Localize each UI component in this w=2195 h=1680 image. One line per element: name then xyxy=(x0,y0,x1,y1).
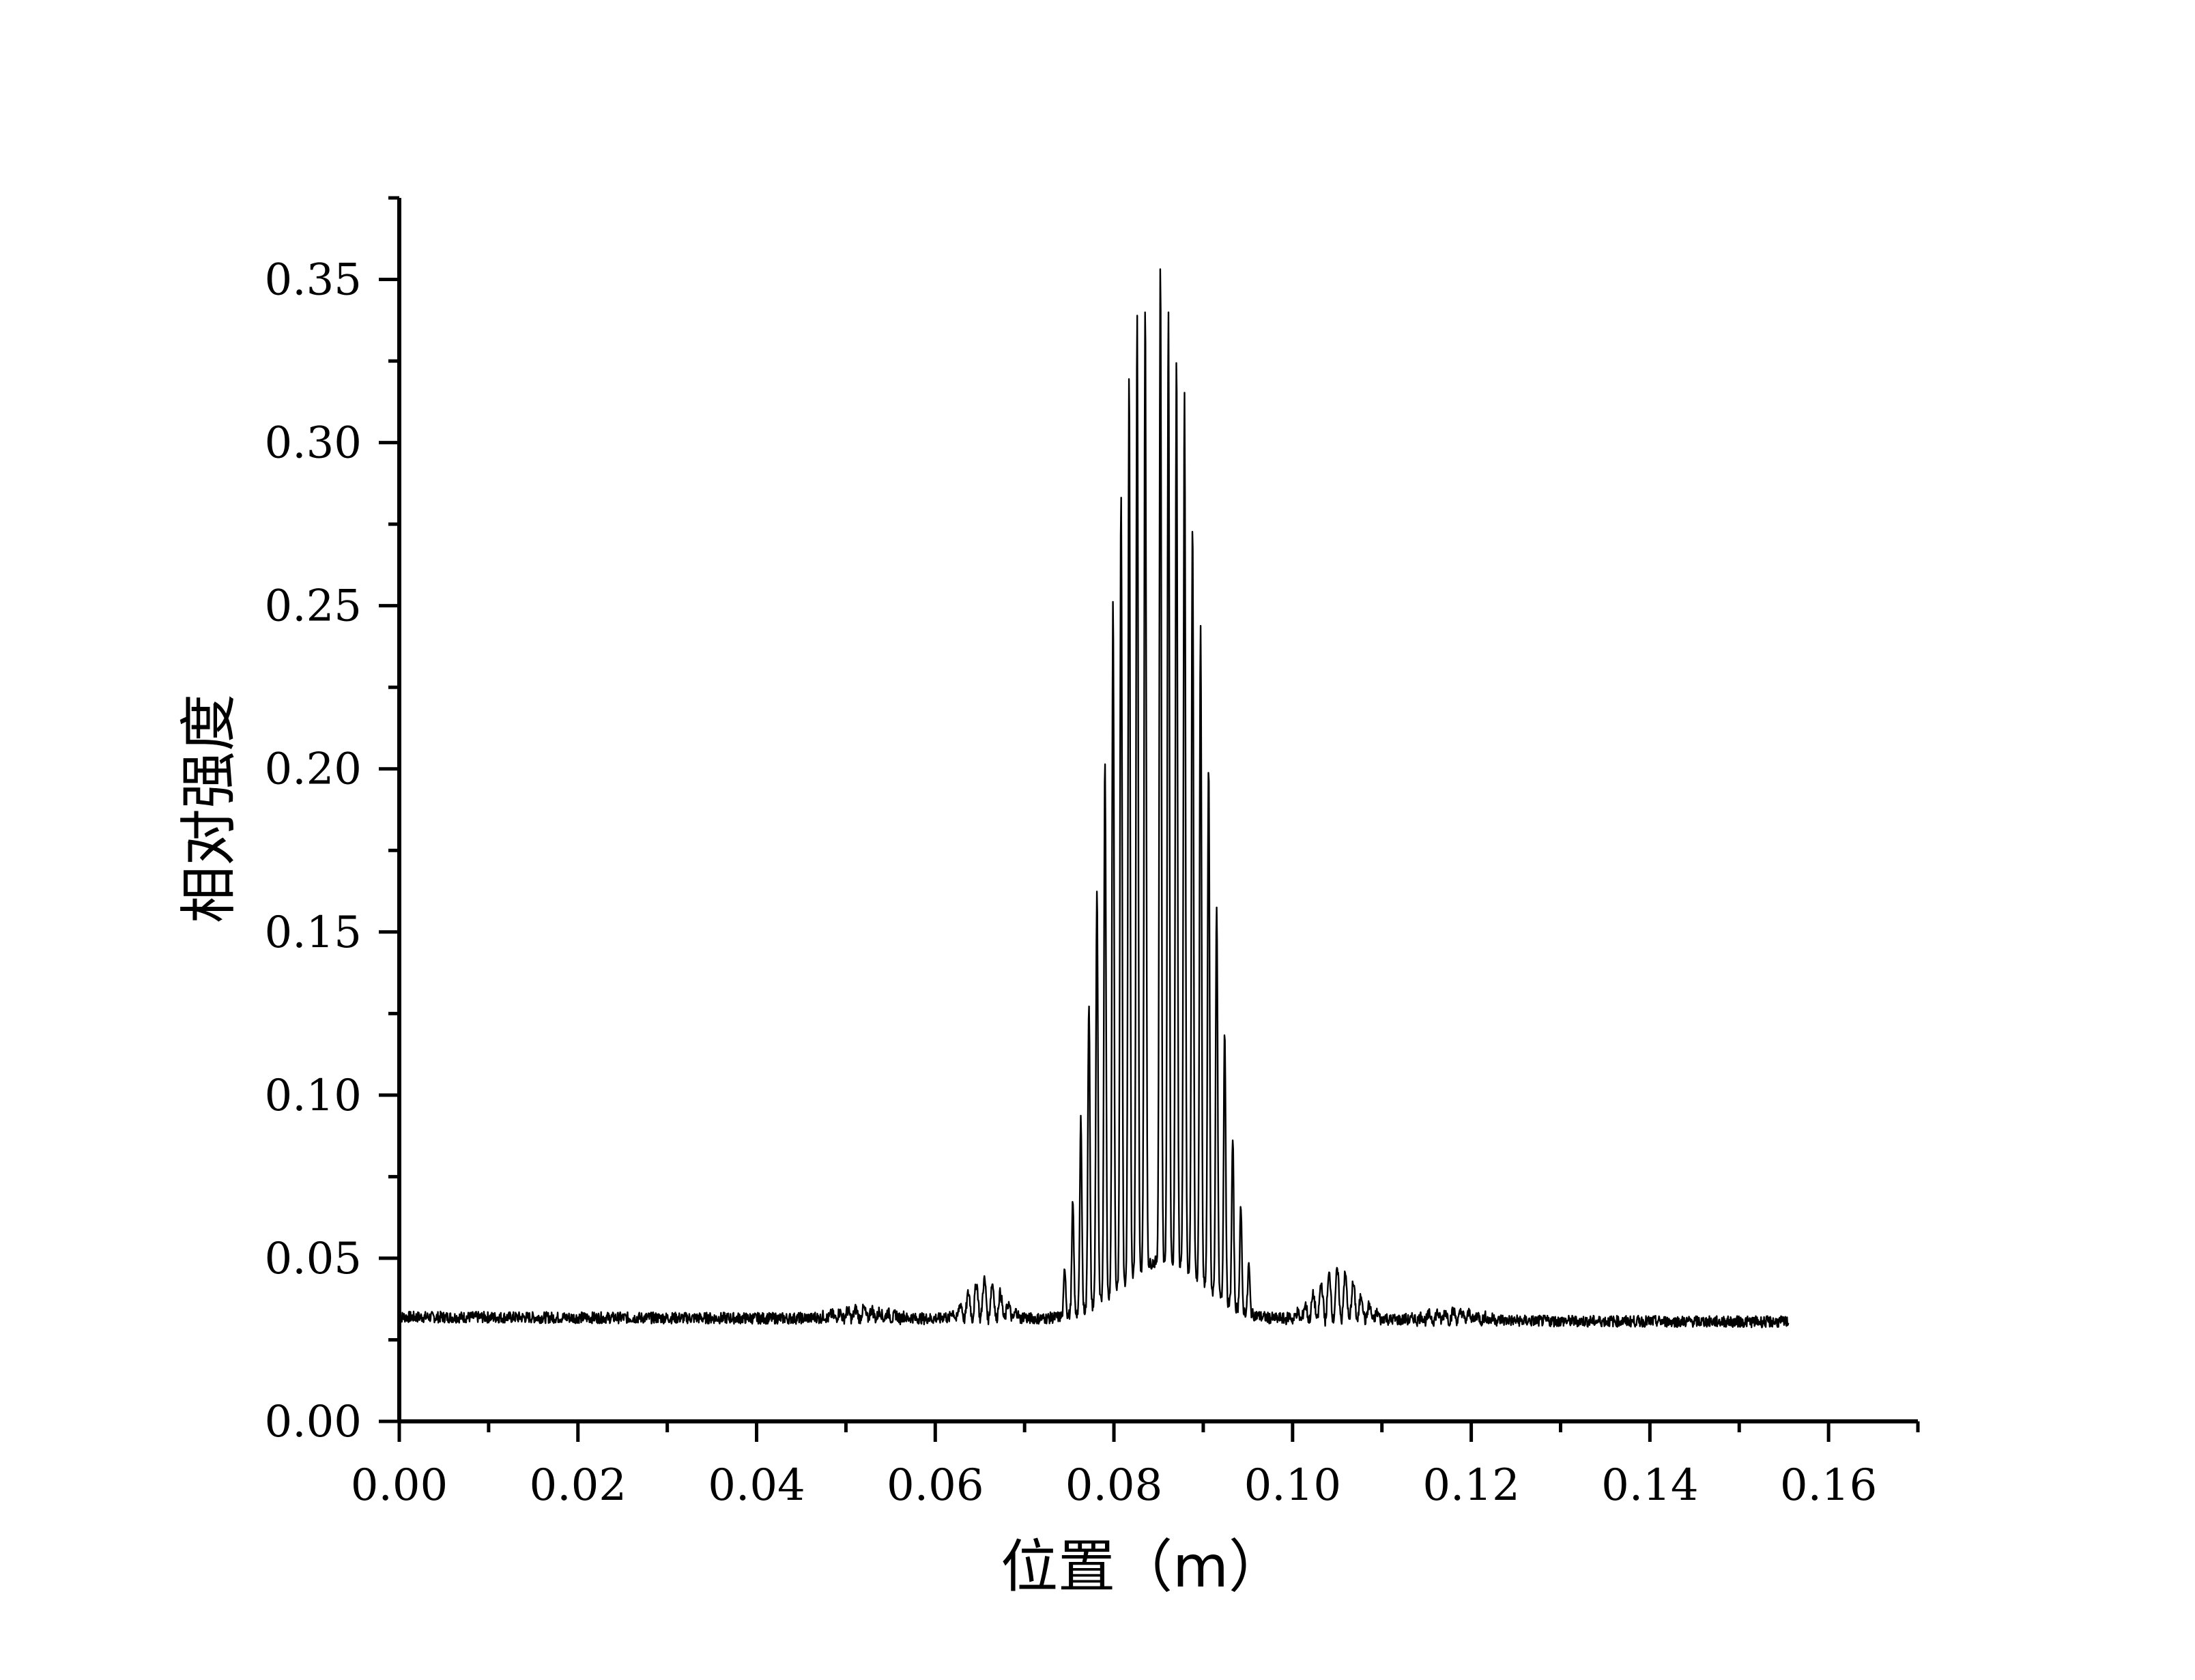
y-tick-label: 0.15 xyxy=(265,908,362,958)
x-ticks: 0.00 0.02 0.04 0.06 0.08 0.10 0.12 0.14 0.16 xyxy=(351,1421,1920,1511)
y-ticks: 0.00 0.05 0.10 0.15 0.20 0.25 0.30 0.35 xyxy=(265,196,399,1447)
y-tick-label: 0.10 xyxy=(265,1071,362,1121)
y-tick-label: 0.30 xyxy=(265,418,362,469)
x-tick-label: 0.04 xyxy=(708,1460,805,1511)
x-tick-label: 0.06 xyxy=(887,1460,984,1511)
y-tick-label: 0.25 xyxy=(265,581,362,632)
y-tick-label: 0.20 xyxy=(265,744,362,795)
x-tick-label: 0.00 xyxy=(351,1460,448,1511)
x-tick-label: 0.12 xyxy=(1422,1460,1520,1511)
y-tick-label: 0.00 xyxy=(265,1397,362,1447)
series-line xyxy=(398,268,1790,1329)
x-tick-label: 0.02 xyxy=(530,1460,627,1511)
y-tick-label: 0.05 xyxy=(265,1234,362,1284)
y-tick-label: 0.35 xyxy=(265,255,362,306)
x-tick-label: 0.10 xyxy=(1244,1460,1342,1511)
x-axis-title: 位置（m） xyxy=(1001,1533,1286,1600)
x-tick-label: 0.08 xyxy=(1065,1460,1163,1511)
x-tick-label: 0.14 xyxy=(1601,1460,1699,1511)
y-axis-title: 相对强度 xyxy=(175,694,242,923)
x-tick-label: 0.16 xyxy=(1780,1460,1878,1511)
